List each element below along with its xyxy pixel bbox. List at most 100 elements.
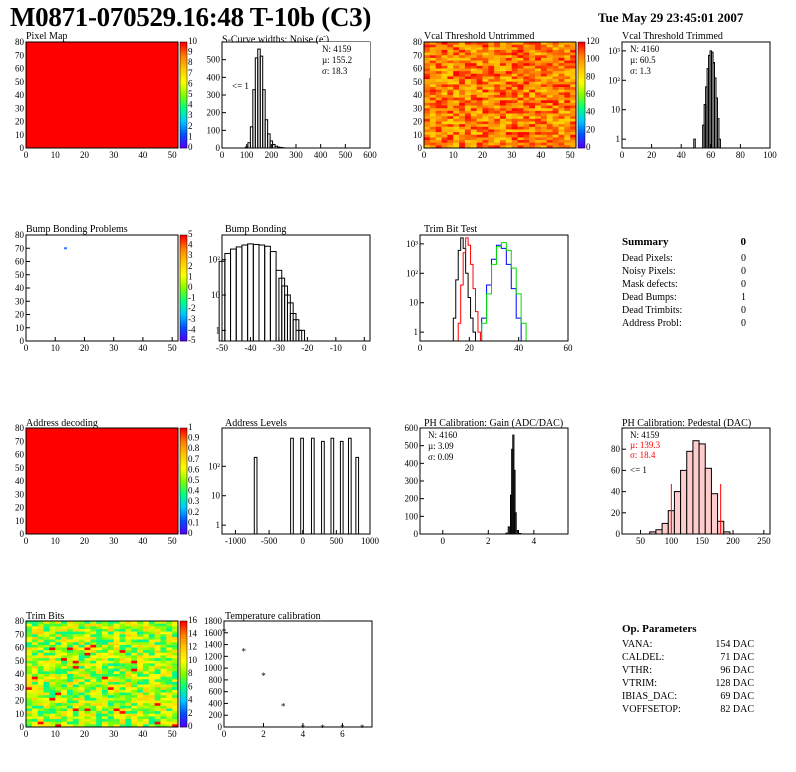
heatmap-cell: [102, 684, 109, 688]
heatmap-cell: [441, 65, 448, 69]
heatmap-cell: [546, 60, 553, 64]
heatmap-cell: [552, 126, 559, 130]
heatmap-cell: [84, 623, 91, 627]
color-scale-band: [180, 139, 187, 142]
op-param-row: IBIAS_DAC: 69 DAC: [622, 690, 754, 703]
heatmap-cell: [78, 634, 85, 638]
heatmap-cell: [166, 719, 173, 722]
heatmap-cell: [96, 650, 103, 654]
heatmap-cell: [494, 132, 501, 136]
heatmap-cell: [142, 634, 150, 638]
heatmap-cell: [435, 142, 442, 146]
color-scale-band: [180, 72, 187, 75]
heatmap-cell: [61, 676, 68, 680]
y-tick-label: 10: [413, 130, 423, 140]
heatmap-cell: [131, 631, 138, 635]
heatmap-cell: [500, 42, 507, 45]
heatmap-cell: [113, 679, 120, 683]
heatmap-cell: [78, 636, 85, 640]
heatmap-cell: [552, 132, 559, 136]
x-tick-label: 500: [339, 150, 353, 160]
heatmap-cell: [494, 95, 501, 98]
heatmap-cell: [441, 105, 448, 109]
y-tick-label: 40: [15, 476, 25, 486]
heatmap-cell: [494, 110, 501, 114]
color-scale-band: [180, 488, 187, 491]
heatmap-cell: [78, 711, 85, 715]
heatmap-cell: [482, 44, 489, 48]
heatmap-cell: [500, 97, 507, 101]
heatmap-cell: [78, 697, 85, 701]
heatmap-cell: [31, 628, 38, 632]
color-scale-band: [578, 64, 585, 68]
heatmap-cell: [564, 124, 571, 128]
heatmap-cell: [511, 105, 518, 109]
heatmap-cell: [96, 687, 103, 691]
heatmap-cell: [529, 79, 536, 83]
heatmap-cell: [500, 121, 507, 125]
heatmap-cell: [49, 695, 56, 699]
color-scale-band: [180, 626, 187, 629]
heatmap-cell: [529, 55, 536, 59]
y-tick-label: 10²: [208, 461, 220, 471]
y-tick-label: 600: [405, 423, 419, 433]
heatmap-cell: [464, 97, 472, 101]
heatmap-cell: [137, 628, 144, 632]
heatmap-cell: [464, 116, 472, 120]
heatmap-cell: [482, 52, 489, 56]
heatmap-cell: [564, 89, 571, 93]
heatmap-cell: [494, 44, 501, 48]
heatmap-cell: [119, 623, 126, 627]
heatmap-cell: [148, 663, 155, 667]
y-tick-label: 60: [413, 64, 423, 74]
heatmap-cell: [476, 81, 483, 85]
color-scale-band: [180, 668, 187, 671]
color-scale-band: [180, 307, 187, 310]
histogram-bar: [680, 469, 688, 535]
heatmap-cell: [142, 719, 150, 722]
heatmap-cell: [125, 705, 132, 709]
color-scale-band: [578, 100, 585, 103]
heatmap-cell: [494, 63, 501, 67]
heatmap-cell: [488, 124, 495, 128]
heatmap-cell: [552, 108, 559, 112]
heatmap-cell: [505, 52, 512, 56]
heatmap-cell: [447, 100, 454, 104]
y-tick-label: 1: [216, 325, 221, 335]
scatter-point: *: [241, 646, 246, 656]
heatmap-cell: [570, 44, 577, 48]
heatmap-cell: [540, 108, 548, 112]
heatmap-cell: [529, 113, 536, 117]
heatmap-cell: [500, 102, 507, 106]
heatmap-cell: [558, 73, 565, 77]
heatmap-cell: [119, 626, 126, 630]
heatmap-cell: [90, 671, 97, 675]
heatmap-cell: [517, 137, 524, 141]
heatmap-cell: [31, 711, 38, 715]
heatmap-cell: [505, 79, 512, 83]
color-scale-frame: [179, 427, 188, 535]
heatmap-cell: [546, 87, 553, 90]
heatmap-cell: [49, 631, 56, 635]
heatmap-cell: [78, 644, 85, 648]
heatmap-cell: [447, 42, 454, 45]
heatmap-cell: [505, 116, 512, 120]
heatmap-cell: [535, 137, 542, 141]
heatmap-cell: [26, 639, 33, 643]
heatmap-cell: [424, 134, 431, 138]
heatmap-cell: [49, 713, 56, 717]
heatmap-cell: [564, 102, 571, 106]
heatmap-cell: [558, 42, 565, 45]
heatmap-cell: [441, 92, 448, 96]
heatmap-cell: [429, 100, 436, 104]
color-scale-label: 100: [586, 54, 600, 64]
heatmap-cell: [72, 697, 79, 701]
heatmap-cell: [500, 81, 507, 85]
heatmap-cell: [540, 116, 548, 120]
heatmap-cell: [535, 97, 542, 101]
color-scale-band: [180, 286, 187, 289]
heatmap-cell: [464, 81, 472, 85]
summary-label: Dead Trimbits:: [622, 305, 683, 316]
y-tick-label: 0: [20, 529, 25, 539]
heatmap-cell: [546, 110, 553, 114]
